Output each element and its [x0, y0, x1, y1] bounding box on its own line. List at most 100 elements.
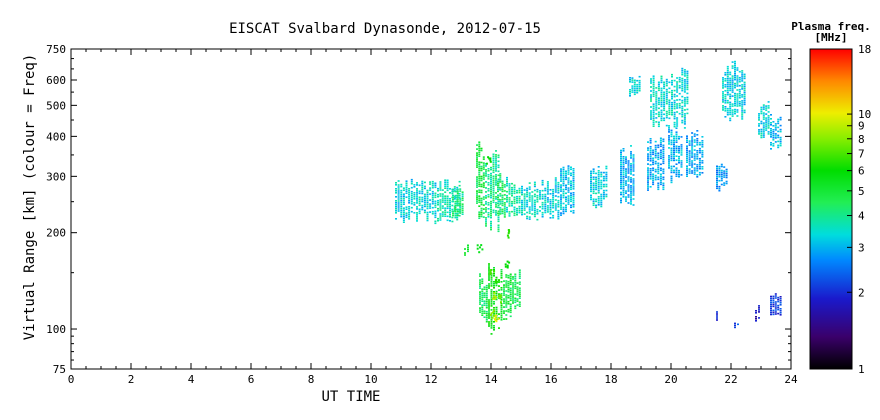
- echo-point: [479, 285, 481, 287]
- echo-point: [668, 155, 670, 157]
- echo-point: [662, 188, 665, 191]
- echo-point: [560, 202, 562, 204]
- echo-point: [681, 67, 684, 70]
- echo-point: [681, 79, 684, 82]
- echo-point: [779, 142, 782, 145]
- echo-point: [500, 311, 503, 313]
- echo-point: [565, 184, 567, 187]
- echo-point: [554, 205, 557, 207]
- echo-point: [476, 198, 478, 200]
- echo-point: [446, 215, 449, 218]
- echo-point: [506, 198, 508, 201]
- echo-point: [434, 192, 437, 195]
- echo-point: [483, 294, 486, 296]
- echo-point: [458, 196, 461, 199]
- echo-highlight: [506, 260, 509, 263]
- echo-point: [497, 198, 499, 201]
- echo-point: [625, 200, 627, 202]
- echo-point: [676, 107, 679, 109]
- echo-point: [397, 186, 400, 188]
- echo-point: [680, 160, 683, 162]
- echo-point: [678, 151, 680, 154]
- echo-point: [539, 210, 541, 212]
- echo-point: [549, 207, 552, 209]
- echo-point: [731, 79, 734, 81]
- echo-point: [410, 206, 413, 209]
- echo-point: [663, 109, 666, 112]
- echo-point: [488, 301, 490, 303]
- echo-point: [767, 133, 770, 135]
- echo-point: [490, 317, 493, 319]
- echo-point: [501, 210, 504, 213]
- echo-point: [676, 123, 679, 125]
- echo-point: [487, 204, 490, 206]
- echo-point: [461, 207, 464, 209]
- echo-point: [688, 144, 691, 146]
- echo-point: [716, 311, 718, 313]
- echo-point: [536, 212, 539, 215]
- echo-point: [655, 101, 658, 103]
- echo-point: [567, 171, 570, 173]
- echo-point: [774, 141, 777, 143]
- echo-point: [683, 79, 686, 81]
- echo-point: [660, 119, 663, 122]
- echo-point: [488, 265, 490, 267]
- echo-point: [597, 174, 600, 176]
- echo-point: [723, 174, 726, 176]
- echo-point: [649, 176, 652, 178]
- echo-point: [770, 130, 772, 132]
- echo-point: [659, 137, 662, 140]
- echo-point: [503, 208, 506, 210]
- echo-point: [421, 204, 424, 207]
- echo-point: [495, 306, 498, 309]
- echo-point: [655, 113, 658, 115]
- echo-point: [620, 191, 622, 194]
- echo-point: [741, 74, 744, 76]
- echo-point: [454, 212, 457, 215]
- echo-point: [495, 182, 497, 184]
- echo-point: [654, 160, 657, 163]
- echo-point: [397, 194, 400, 196]
- echo-point: [723, 170, 726, 172]
- echo-point: [478, 141, 481, 143]
- echo-point: [738, 84, 741, 87]
- echo-point: [507, 294, 510, 297]
- echo-point: [662, 168, 665, 171]
- x-tick-label: 6: [248, 373, 255, 386]
- echo-point: [678, 106, 681, 109]
- echo-point: [498, 327, 500, 329]
- echo-point: [592, 190, 595, 192]
- echo-point: [777, 136, 780, 139]
- echo-point: [570, 192, 572, 195]
- echo-point: [630, 151, 632, 153]
- echo-point: [675, 167, 678, 169]
- echo-point: [572, 206, 575, 208]
- echo-point: [663, 81, 666, 84]
- echo-point: [560, 174, 562, 176]
- echo-point: [632, 182, 635, 184]
- echo-point: [516, 290, 519, 292]
- echo-point: [734, 94, 736, 97]
- echo-point: [662, 144, 665, 147]
- echo-point: [770, 124, 772, 126]
- echo-point: [513, 190, 516, 193]
- echo-point: [434, 212, 437, 215]
- echo-highlight: [481, 248, 484, 251]
- echo-point: [478, 145, 481, 147]
- echo-point: [516, 298, 519, 300]
- echo-point: [647, 171, 649, 173]
- echo-point: [652, 161, 655, 164]
- echo-point: [449, 210, 451, 212]
- echo-point: [772, 295, 775, 298]
- echo-point: [528, 208, 531, 210]
- echo-point: [513, 210, 516, 213]
- echo-point: [592, 198, 595, 200]
- echo-point: [480, 179, 483, 182]
- echo-point: [600, 173, 603, 176]
- echo-point: [659, 157, 662, 160]
- echo-point: [670, 151, 673, 154]
- echo-point: [627, 170, 630, 172]
- echo-point: [696, 166, 699, 168]
- echo-point: [622, 150, 625, 152]
- echo-point: [630, 173, 632, 175]
